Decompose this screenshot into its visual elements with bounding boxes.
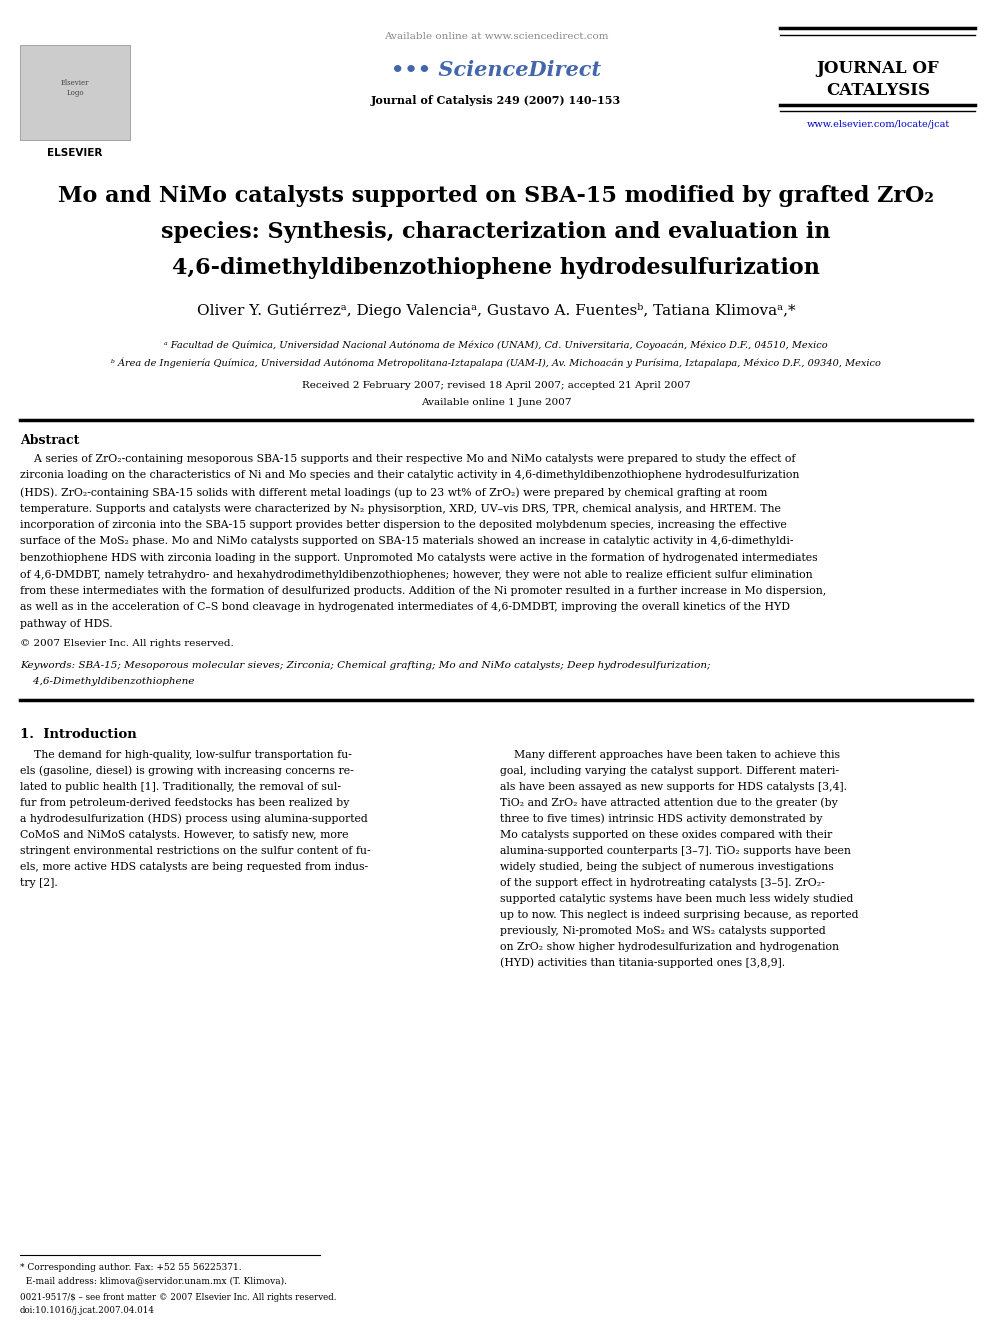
- Text: Abstract: Abstract: [20, 434, 79, 447]
- Text: as well as in the acceleration of C–S bond cleavage in hydrogenated intermediate: as well as in the acceleration of C–S bo…: [20, 602, 790, 613]
- Text: CATALYSIS: CATALYSIS: [826, 82, 930, 99]
- Text: stringent environmental restrictions on the sulfur content of fu-: stringent environmental restrictions on …: [20, 845, 371, 856]
- Text: CoMoS and NiMoS catalysts. However, to satisfy new, more: CoMoS and NiMoS catalysts. However, to s…: [20, 830, 348, 840]
- Text: ••• ScienceDirect: ••• ScienceDirect: [391, 60, 601, 79]
- Text: species: Synthesis, characterization and evaluation in: species: Synthesis, characterization and…: [162, 221, 830, 243]
- Text: 4,6-Dimethyldibenzothiophene: 4,6-Dimethyldibenzothiophene: [20, 677, 194, 687]
- Text: a hydrodesulfurization (HDS) process using alumina-supported: a hydrodesulfurization (HDS) process usi…: [20, 814, 368, 824]
- Text: goal, including varying the catalyst support. Different materi-: goal, including varying the catalyst sup…: [500, 766, 839, 775]
- Text: TiO₂ and ZrO₂ have attracted attention due to the greater (by: TiO₂ and ZrO₂ have attracted attention d…: [500, 798, 838, 808]
- Text: (HYD) activities than titania-supported ones [3,8,9].: (HYD) activities than titania-supported …: [500, 958, 785, 968]
- Text: 4,6-dimethyldibenzothiophene hydrodesulfurization: 4,6-dimethyldibenzothiophene hydrodesulf…: [172, 257, 820, 279]
- Text: up to now. This neglect is indeed surprising because, as reported: up to now. This neglect is indeed surpri…: [500, 909, 858, 919]
- Text: previously, Ni-promoted MoS₂ and WS₂ catalysts supported: previously, Ni-promoted MoS₂ and WS₂ cat…: [500, 926, 825, 935]
- Text: JOURNAL OF: JOURNAL OF: [816, 60, 939, 77]
- Text: lated to public health [1]. Traditionally, the removal of sul-: lated to public health [1]. Traditionall…: [20, 782, 341, 791]
- Text: fur from petroleum-derived feedstocks has been realized by: fur from petroleum-derived feedstocks ha…: [20, 798, 349, 807]
- Text: Journal of Catalysis 249 (2007) 140–153: Journal of Catalysis 249 (2007) 140–153: [371, 95, 621, 106]
- Text: Many different approaches have been taken to achieve this: Many different approaches have been take…: [500, 750, 840, 759]
- Text: Received 2 February 2007; revised 18 April 2007; accepted 21 April 2007: Received 2 February 2007; revised 18 Apr…: [302, 381, 690, 390]
- Text: of 4,6-DMDBT, namely tetrahydro- and hexahydrodimethyldibenzothiophenes; however: of 4,6-DMDBT, namely tetrahydro- and hex…: [20, 569, 812, 579]
- Text: 1.  Introduction: 1. Introduction: [20, 728, 137, 741]
- Text: benzothiophene HDS with zirconia loading in the support. Unpromoted Mo catalysts: benzothiophene HDS with zirconia loading…: [20, 553, 817, 564]
- Text: try [2].: try [2].: [20, 877, 58, 888]
- Text: www.elsevier.com/locate/jcat: www.elsevier.com/locate/jcat: [806, 120, 949, 130]
- Text: alumina-supported counterparts [3–7]. TiO₂ supports have been: alumina-supported counterparts [3–7]. Ti…: [500, 845, 851, 856]
- Text: pathway of HDS.: pathway of HDS.: [20, 619, 113, 628]
- Text: doi:10.1016/j.jcat.2007.04.014: doi:10.1016/j.jcat.2007.04.014: [20, 1306, 155, 1315]
- Text: Oliver Y. Gutiérrezᵃ, Diego Valenciaᵃ, Gustavo A. Fuentesᵇ, Tatiana Klimovaᵃ,*: Oliver Y. Gutiérrezᵃ, Diego Valenciaᵃ, G…: [196, 303, 796, 318]
- Text: ELSEVIER: ELSEVIER: [48, 148, 103, 157]
- Text: Mo catalysts supported on these oxides compared with their: Mo catalysts supported on these oxides c…: [500, 830, 832, 840]
- Text: 0021-9517/$ – see front matter © 2007 Elsevier Inc. All rights reserved.: 0021-9517/$ – see front matter © 2007 El…: [20, 1293, 336, 1302]
- Text: Available online 1 June 2007: Available online 1 June 2007: [421, 398, 571, 407]
- Text: els (gasoline, diesel) is growing with increasing concerns re-: els (gasoline, diesel) is growing with i…: [20, 766, 354, 777]
- Text: ᵃ Facultad de Química, Universidad Nacional Autónoma de México (UNAM), Cd. Unive: ᵃ Facultad de Química, Universidad Nacio…: [165, 340, 827, 349]
- Text: The demand for high-quality, low-sulfur transportation fu-: The demand for high-quality, low-sulfur …: [20, 750, 352, 759]
- Text: Available online at www.sciencedirect.com: Available online at www.sciencedirect.co…: [384, 32, 608, 41]
- Text: incorporation of zirconia into the SBA-15 support provides better dispersion to : incorporation of zirconia into the SBA-1…: [20, 520, 787, 531]
- Text: supported catalytic systems have been much less widely studied: supported catalytic systems have been mu…: [500, 893, 853, 904]
- Text: Mo and NiMo catalysts supported on SBA-15 modified by grafted ZrO₂: Mo and NiMo catalysts supported on SBA-1…: [58, 185, 934, 206]
- Text: E-mail address: klimova@servidor.unam.mx (T. Klimova).: E-mail address: klimova@servidor.unam.mx…: [20, 1275, 287, 1285]
- Text: on ZrO₂ show higher hydrodesulfurization and hydrogenation: on ZrO₂ show higher hydrodesulfurization…: [500, 942, 839, 951]
- Text: © 2007 Elsevier Inc. All rights reserved.: © 2007 Elsevier Inc. All rights reserved…: [20, 639, 234, 648]
- Text: of the support effect in hydrotreating catalysts [3–5]. ZrO₂-: of the support effect in hydrotreating c…: [500, 877, 824, 888]
- Text: els, more active HDS catalysts are being requested from indus-: els, more active HDS catalysts are being…: [20, 861, 368, 872]
- Text: from these intermediates with the formation of desulfurized products. Addition o: from these intermediates with the format…: [20, 586, 826, 595]
- Text: three to five times) intrinsic HDS activity demonstrated by: three to five times) intrinsic HDS activ…: [500, 814, 822, 824]
- Text: zirconia loading on the characteristics of Ni and Mo species and their catalytic: zirconia loading on the characteristics …: [20, 471, 800, 480]
- Bar: [20, 45, 130, 140]
- Text: widely studied, being the subject of numerous investigations: widely studied, being the subject of num…: [500, 861, 833, 872]
- Text: A series of ZrO₂-containing mesoporous SBA-15 supports and their respective Mo a: A series of ZrO₂-containing mesoporous S…: [20, 454, 796, 464]
- Text: surface of the MoS₂ phase. Mo and NiMo catalysts supported on SBA-15 materials s: surface of the MoS₂ phase. Mo and NiMo c…: [20, 537, 794, 546]
- Text: ᵇ Área de Ingeniería Química, Universidad Autónoma Metropolitana-Iztapalapa (UAM: ᵇ Área de Ingeniería Química, Universida…: [111, 359, 881, 369]
- Text: Elsevier
Logo: Elsevier Logo: [61, 79, 89, 97]
- Text: (HDS). ZrO₂-containing SBA-15 solids with different metal loadings (up to 23 wt%: (HDS). ZrO₂-containing SBA-15 solids wit…: [20, 487, 768, 497]
- Text: als have been assayed as new supports for HDS catalysts [3,4].: als have been assayed as new supports fo…: [500, 782, 847, 791]
- Text: * Corresponding author. Fax: +52 55 56225371.: * Corresponding author. Fax: +52 55 5622…: [20, 1263, 242, 1271]
- Text: Keywords: SBA-15; Mesoporous molecular sieves; Zirconia; Chemical grafting; Mo a: Keywords: SBA-15; Mesoporous molecular s…: [20, 662, 710, 671]
- Text: temperature. Supports and catalysts were characterized by N₂ physisorption, XRD,: temperature. Supports and catalysts were…: [20, 504, 781, 513]
